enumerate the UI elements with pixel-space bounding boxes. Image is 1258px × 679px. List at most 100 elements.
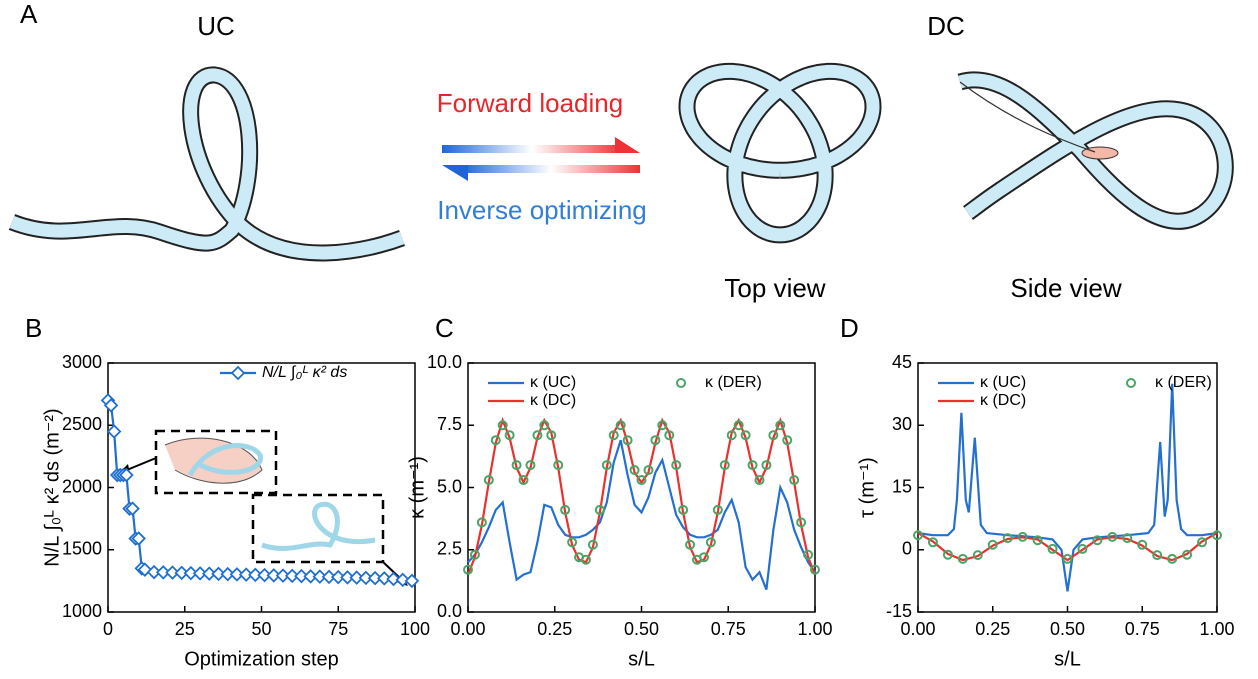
legend-marker [230, 365, 246, 381]
x-tick-label: 1.00 [1199, 619, 1234, 639]
y-tick-label: 2000 [62, 476, 102, 496]
legend-label: κ (DC) [530, 392, 576, 409]
data-point [395, 572, 410, 588]
y-tick-label: 5.0 [437, 476, 462, 496]
dc-title: DC [927, 11, 965, 41]
y-tick-label: 10.0 [427, 352, 462, 372]
data-point [476, 517, 487, 528]
data-point [768, 430, 779, 441]
x-tick-label: 0.50 [624, 619, 659, 639]
data-point [615, 420, 626, 431]
data-point [321, 569, 337, 585]
data-point [587, 539, 598, 550]
data-point [131, 531, 146, 546]
data-point [747, 460, 758, 471]
data-point [125, 501, 140, 516]
legend-label: κ (UC) [980, 374, 1026, 391]
data-point [810, 564, 820, 575]
panel-a: A UC DC Forward loading Inverse optimizi… [8, 0, 1234, 303]
y-tick-label: 3000 [62, 352, 102, 372]
data-point [643, 465, 654, 476]
data-point [211, 566, 226, 582]
data-point [782, 435, 793, 446]
data-line [917, 532, 1218, 562]
data-point [664, 430, 675, 441]
data-point [712, 504, 723, 515]
data-point [657, 420, 668, 431]
data-point [636, 475, 647, 486]
data-point [1167, 553, 1178, 564]
y-tick-label: 7.5 [437, 414, 462, 434]
data-point [202, 566, 217, 581]
data-point [594, 504, 605, 515]
x-tick-label: 0.00 [900, 619, 935, 639]
data-point [1077, 543, 1088, 554]
data-point [192, 566, 208, 581]
data-point [754, 475, 765, 486]
data-point [539, 420, 550, 431]
data-point [490, 435, 501, 446]
data-point [165, 565, 180, 580]
data-point [463, 564, 473, 575]
x-tick-label: 0.25 [537, 619, 572, 639]
data-point [972, 550, 983, 561]
data-point [1047, 543, 1058, 554]
data-point [266, 568, 282, 583]
data-point [349, 570, 364, 585]
legend-label: κ (DER) [1155, 374, 1212, 391]
data-point [504, 430, 515, 441]
data-point [1017, 531, 1028, 542]
y-tick-label: 2500 [62, 414, 102, 434]
data-point [733, 420, 744, 431]
data-point [1002, 533, 1013, 544]
data-point [927, 537, 938, 548]
data-point [671, 460, 682, 471]
x-axis-title: s/L [1054, 648, 1081, 670]
data-point [740, 430, 751, 441]
legend-label: N/L ∫₀ᴸ κ² ds [262, 364, 347, 381]
x-tick-label: 75 [328, 619, 348, 639]
x-tick-label: 0.00 [450, 619, 485, 639]
data-point [803, 549, 814, 560]
data-point [698, 552, 709, 563]
y-tick-label: 45 [892, 352, 912, 372]
y-axis-title: N/L ∫₀ᴸ κ² ds (m⁻²) [41, 408, 63, 566]
data-point [229, 567, 245, 582]
data-point [942, 549, 953, 560]
data-point [103, 398, 119, 413]
data-line [467, 439, 816, 591]
data-point [106, 424, 122, 439]
data-point [580, 554, 591, 565]
x-tick-label: 25 [175, 619, 195, 639]
arrows [442, 137, 640, 181]
data-point [358, 570, 374, 586]
y-axis-title: κ (m⁻¹) [406, 456, 428, 519]
data-point [622, 435, 633, 446]
data-point [532, 430, 543, 441]
data-point [796, 517, 807, 528]
data-point [183, 565, 199, 581]
data-point [367, 570, 383, 586]
data-point [1152, 550, 1163, 561]
data-point [553, 460, 564, 471]
data-point [957, 553, 968, 564]
data-point [987, 539, 998, 550]
data-point [330, 569, 346, 585]
data-line [466, 416, 817, 576]
panel-label: A [20, 0, 38, 29]
x-tick-label: 1.00 [797, 619, 832, 639]
data-point [238, 567, 254, 582]
legend-label: κ (UC) [530, 374, 576, 391]
data-point [546, 430, 557, 441]
data-point [567, 537, 578, 548]
data-point [146, 564, 162, 580]
data-point [284, 568, 300, 584]
data-point [775, 420, 786, 431]
side-view-knot [957, 71, 1234, 230]
x-tick-label: 0.75 [1125, 619, 1160, 639]
data-point [303, 569, 318, 584]
x-tick-label: 50 [251, 619, 271, 639]
data-point [386, 571, 401, 587]
top-view-knot [678, 62, 882, 244]
